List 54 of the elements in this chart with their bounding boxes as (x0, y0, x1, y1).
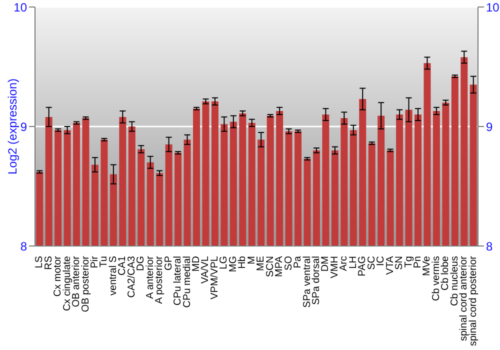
x-tick-label: RS (43, 256, 54, 270)
x-tick-label: LS (34, 256, 46, 268)
x-tick-label: Tg (403, 256, 414, 268)
x-tick-label: LG (218, 256, 230, 270)
x-tick-label: A anterior (144, 255, 156, 299)
x-tick-label: ventral S (108, 256, 119, 296)
x-tick-label: LH (348, 256, 359, 269)
x-tick-label: spinal cord posterior (468, 255, 479, 346)
y-tick-label: 9 (20, 120, 28, 134)
x-tick-label: MPA (274, 256, 286, 277)
x-tick-label: CA2/CA3 (126, 256, 138, 298)
x-tick-label: Hb (237, 256, 248, 269)
x-tick-label: VMH (329, 256, 340, 278)
x-tick-label: M (246, 256, 258, 264)
x-tick-label: GP (163, 256, 174, 270)
x-tick-label: Cb lobe (440, 256, 452, 290)
y-tick-label: 10 (14, 0, 28, 14)
x-tick-label: OB posterior (80, 255, 92, 312)
x-tick-label: Tu (98, 256, 110, 268)
y2-tick-label: 9 (486, 120, 493, 134)
x-tick-label: A posterior (154, 255, 166, 304)
x-tick-label: CA1 (117, 256, 128, 276)
x-tick-label: VPM/VPL (209, 256, 220, 300)
x-tick-label: Cx motor (52, 255, 64, 297)
x-tick-label: Arc (338, 256, 350, 271)
x-tick-label: Pir (89, 255, 100, 268)
x-tick-label: SPa ventral (302, 256, 313, 308)
x-tick-label: MVe (422, 256, 433, 276)
y2-tick-label: 10 (486, 0, 500, 14)
x-tick-label: OB anterior (71, 255, 82, 308)
x-tick-label: DG (136, 256, 147, 271)
x-tick-label: SC (366, 256, 378, 270)
x-tick-label: CPu lateral (172, 256, 184, 306)
x-tick-label: SN (394, 256, 406, 270)
x-tick-label: Cb nucleus (449, 256, 460, 306)
x-tick-label: SCN (264, 256, 276, 278)
y-tick-label: 8 (20, 239, 28, 254)
x-tick-label: Cb vermis (430, 256, 442, 302)
x-tick-label: spinal cord anterior (458, 255, 470, 342)
x-tick-label: Pn (412, 256, 424, 268)
x-tick-label: SPa dorsal (310, 256, 322, 305)
x-tick-label: Pa (292, 256, 304, 268)
x-tick-label: PAG (357, 256, 368, 276)
x-tick-label: IC (376, 256, 387, 266)
x-tick-label: SO (283, 256, 294, 270)
y2-tick-label: 8 (486, 239, 493, 254)
x-tick-label: DM (320, 256, 332, 272)
x-tick-label: VA/VL (200, 256, 212, 284)
y-axis-title: Log2 (expression) (5, 78, 20, 175)
x-tick-label: MG (228, 256, 239, 272)
x-tick-label: Cx cingulate (62, 256, 73, 312)
x-tick-label: CPu medial (182, 256, 193, 308)
x-tick-label: ME (256, 256, 267, 271)
x-tick-label: VTA (384, 256, 396, 275)
